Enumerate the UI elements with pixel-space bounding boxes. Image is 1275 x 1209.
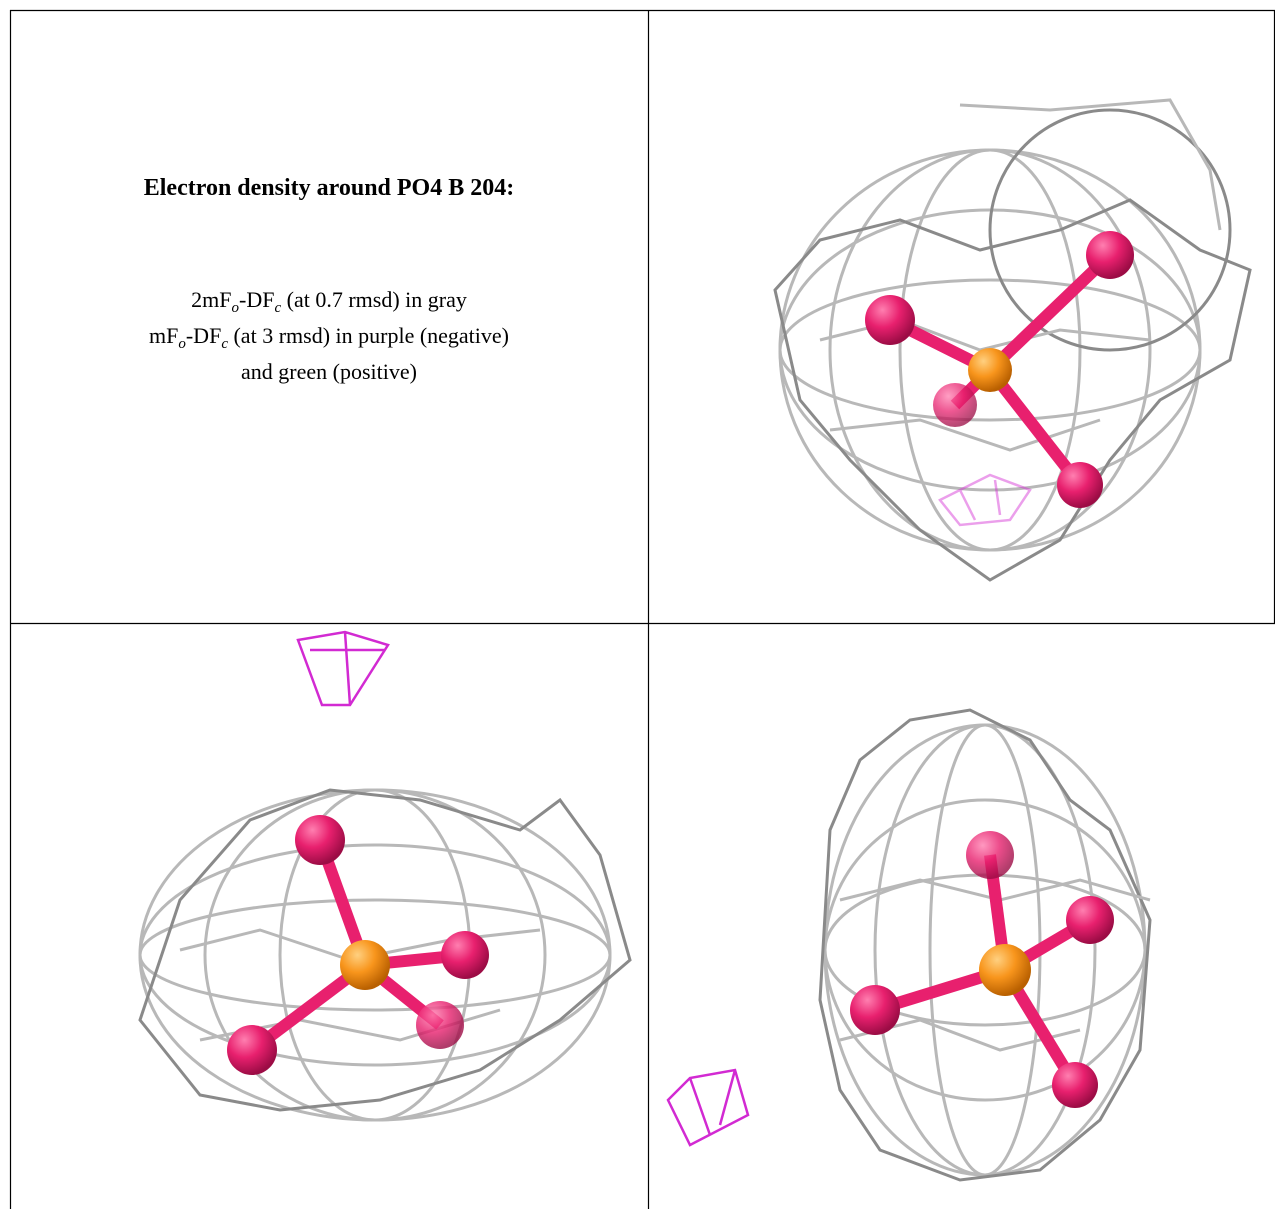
caption-line: mFo-DFc (at 3 rmsd) in purple (negative) [149, 323, 509, 352]
text-run: and green (positive) [241, 359, 417, 384]
caption-line: 2mFo-DFc (at 0.7 rmsd) in gray [191, 287, 467, 316]
density-mesh [775, 100, 1250, 580]
negative-density [940, 475, 1030, 525]
negative-density [298, 632, 388, 705]
caption-title: Electron density around PO4 B 204: [144, 175, 514, 201]
text-run: -DF [239, 287, 274, 312]
molecule [865, 231, 1134, 508]
text-run: 2mF [191, 287, 231, 312]
text-run: (at 3 rmsd) in purple (negative) [228, 323, 509, 348]
page: Electron density around PO4 B 204: 2mFo-… [0, 0, 1275, 1209]
density-mesh [820, 710, 1150, 1180]
text-run: mF [149, 323, 178, 348]
caption-line: and green (positive) [241, 359, 417, 384]
text-run: (at 0.7 rmsd) in gray [281, 287, 467, 312]
text-run: -DF [186, 323, 221, 348]
negative-density [668, 1070, 748, 1145]
caption-lines: 2mFo-DFc (at 0.7 rmsd) in gray mFo-DFc (a… [149, 287, 509, 384]
figure: Electron density around PO4 B 204: 2mFo-… [0, 0, 1275, 1209]
